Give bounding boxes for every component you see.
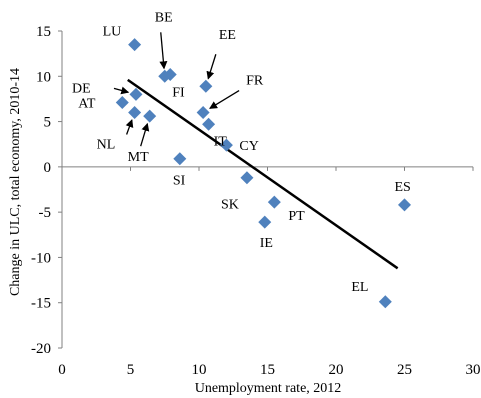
point-label-fr: FR	[246, 74, 264, 89]
point-label-el: EL	[351, 280, 368, 295]
trendline	[127, 78, 399, 270]
arrow-ee	[206, 54, 217, 80]
point-fr	[196, 106, 210, 120]
x-tick-label: 15	[260, 362, 275, 378]
point-fi	[163, 67, 177, 81]
point-sk	[240, 171, 254, 185]
point-label-cy: CY	[239, 139, 258, 154]
y-tick-label: -5	[39, 205, 52, 221]
arrow-de	[113, 86, 130, 95]
point-nl	[128, 106, 142, 120]
point-at	[115, 96, 129, 110]
y-tick-label: -10	[31, 250, 51, 266]
y-tick-label: -15	[31, 296, 51, 312]
y-tick-label: 10	[36, 69, 51, 85]
point-label-at: AT	[78, 97, 96, 112]
y-tick-label: 0	[44, 160, 52, 176]
point-label-mt: MT	[128, 150, 149, 165]
axes: 15 10 5 0 -5 -10 -15 -20 0 5 10 15 20 25 30	[31, 24, 481, 378]
point-it	[202, 117, 216, 131]
point-label-ie: IE	[260, 236, 273, 251]
x-tick-label: 20	[329, 362, 344, 378]
data-points	[115, 38, 411, 309]
arrow-be	[159, 32, 168, 70]
point-label-fi: FI	[172, 85, 185, 100]
x-tick-label: 30	[466, 362, 481, 378]
point-cy	[219, 138, 233, 152]
point-de	[129, 87, 143, 101]
arrow-nl	[125, 119, 134, 135]
x-tick-label: 0	[58, 362, 66, 378]
point-label-ee: EE	[219, 28, 236, 43]
point-ee	[199, 79, 213, 93]
arrow-fr	[209, 89, 240, 109]
x-axis-title: Unemployment rate, 2012	[195, 381, 342, 396]
label-arrows	[113, 32, 240, 147]
x-tick-label: 25	[397, 362, 412, 378]
point-lu	[128, 38, 142, 52]
point-es	[398, 198, 411, 212]
point-label-sk: SK	[221, 198, 239, 213]
point-label-es: ES	[395, 180, 411, 195]
point-label-de: DE	[72, 81, 91, 96]
y-tick-label: 15	[36, 24, 51, 40]
point-label-nl: NL	[97, 138, 116, 153]
y-axis-title: Change in ULC, total economy, 2010-14	[8, 68, 23, 296]
point-mt	[143, 109, 157, 123]
y-tick-label: 5	[44, 115, 52, 131]
point-el	[378, 295, 392, 309]
x-tick-label: 10	[192, 362, 207, 378]
x-tick-label: 5	[127, 362, 135, 378]
arrow-mt	[140, 122, 150, 147]
y-tick-label: -20	[31, 341, 51, 357]
point-label-si: SI	[173, 174, 186, 189]
point-label-lu: LU	[103, 25, 122, 40]
point-label-be: BE	[155, 10, 173, 25]
point-label-pt: PT	[288, 209, 305, 224]
point-si	[173, 152, 187, 166]
point-ie	[258, 215, 272, 229]
point-pt	[267, 195, 281, 209]
point-label-it: IT	[214, 134, 228, 149]
